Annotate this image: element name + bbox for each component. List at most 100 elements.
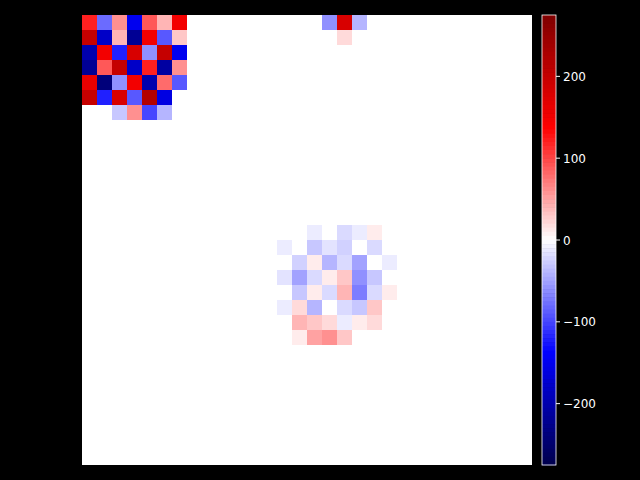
cell <box>157 255 173 271</box>
cell <box>457 90 473 106</box>
cell <box>292 105 308 121</box>
cell <box>442 105 458 121</box>
cell <box>157 105 173 121</box>
cell <box>322 270 338 286</box>
cell <box>247 255 263 271</box>
cell <box>277 375 293 391</box>
cell <box>442 60 458 76</box>
cell <box>517 315 532 331</box>
cell <box>412 225 428 241</box>
cell <box>472 75 488 91</box>
cell <box>97 375 113 391</box>
colorbar-strip <box>542 400 556 405</box>
colorbar-strip <box>542 93 556 98</box>
cell <box>487 390 503 406</box>
cell <box>187 105 203 121</box>
cell <box>517 75 532 91</box>
cell <box>307 210 323 226</box>
cell <box>82 120 98 136</box>
cell <box>127 315 143 331</box>
cell <box>82 270 98 286</box>
cell <box>217 240 233 256</box>
cell <box>457 405 473 421</box>
cell <box>82 435 98 451</box>
cell <box>397 210 413 226</box>
colorbar-strip <box>542 408 556 413</box>
cell <box>502 375 518 391</box>
cell <box>517 150 532 166</box>
colorbar-strip <box>542 179 556 184</box>
cell <box>127 15 143 31</box>
cell <box>322 405 338 421</box>
cell <box>412 390 428 406</box>
cell <box>457 75 473 91</box>
colorbar-tick-label: 100 <box>563 152 586 166</box>
cell <box>157 135 173 151</box>
cell <box>112 360 128 376</box>
colorbar-strip <box>542 289 556 294</box>
cell <box>397 300 413 316</box>
cell <box>412 180 428 196</box>
cell <box>442 225 458 241</box>
cell <box>157 210 173 226</box>
colorbar-tick-label: −100 <box>563 315 596 329</box>
cell <box>337 135 353 151</box>
cell <box>307 270 323 286</box>
cell <box>157 195 173 211</box>
cell <box>412 75 428 91</box>
colorbar-strip <box>542 220 556 225</box>
cell <box>337 165 353 181</box>
cell <box>232 75 248 91</box>
cell <box>277 165 293 181</box>
cell <box>397 15 413 31</box>
cell <box>322 420 338 436</box>
cell <box>292 315 308 331</box>
colorbar-strip <box>542 121 556 126</box>
cell <box>187 195 203 211</box>
cell <box>82 240 98 256</box>
cell <box>157 420 173 436</box>
cell <box>187 210 203 226</box>
cell <box>82 405 98 421</box>
cell <box>277 450 293 465</box>
cell <box>367 195 383 211</box>
cell <box>517 345 532 361</box>
cell <box>502 330 518 346</box>
cell <box>277 210 293 226</box>
cell <box>157 240 173 256</box>
cell <box>157 315 173 331</box>
cell <box>172 420 188 436</box>
cell <box>322 240 338 256</box>
cell <box>292 195 308 211</box>
cell <box>142 60 158 76</box>
cell <box>307 15 323 31</box>
cell <box>112 435 128 451</box>
cell <box>277 105 293 121</box>
cell <box>412 375 428 391</box>
colorbar-strip <box>542 395 556 400</box>
colorbar-strip <box>542 420 556 425</box>
cell <box>502 255 518 271</box>
cell <box>487 270 503 286</box>
cell <box>442 135 458 151</box>
cell <box>502 90 518 106</box>
cell <box>262 375 278 391</box>
cell <box>217 435 233 451</box>
cell <box>82 210 98 226</box>
cell <box>382 420 398 436</box>
colorbar-strip <box>542 256 556 261</box>
cell <box>142 360 158 376</box>
cell <box>472 210 488 226</box>
colorbar-strip <box>542 203 556 208</box>
cell <box>397 105 413 121</box>
colorbar-strip <box>542 215 556 220</box>
cell <box>172 360 188 376</box>
cell <box>217 90 233 106</box>
cell <box>352 315 368 331</box>
cell <box>82 345 98 361</box>
cell <box>187 330 203 346</box>
cell <box>232 165 248 181</box>
cell <box>217 315 233 331</box>
cell <box>127 360 143 376</box>
cell <box>472 30 488 46</box>
